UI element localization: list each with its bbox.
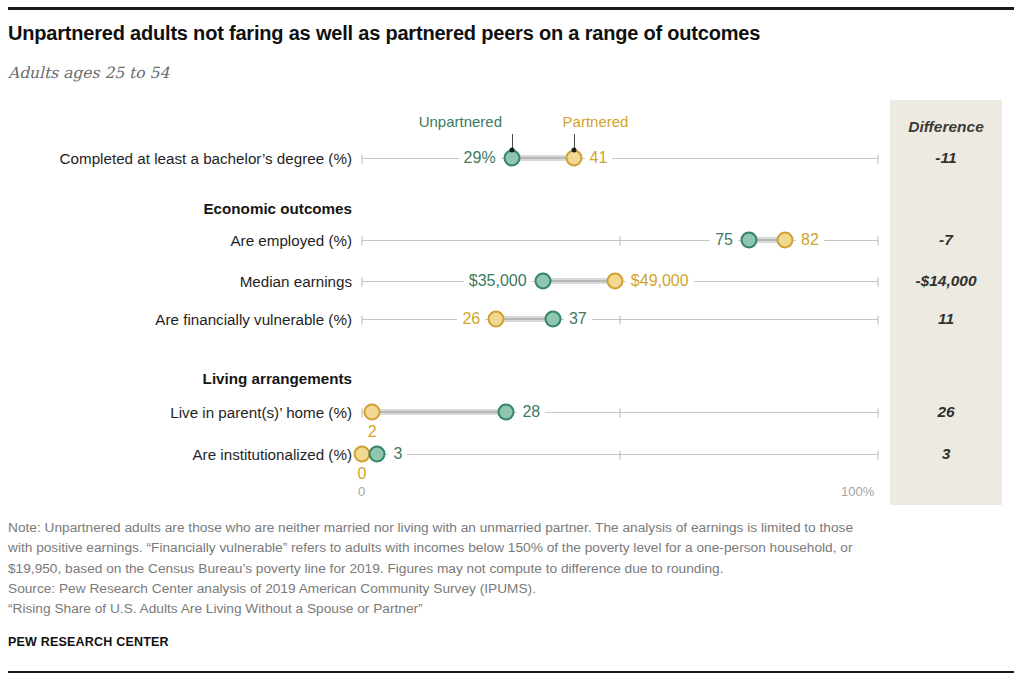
chart-page: Unpartnered adults not faring as well as…: [0, 0, 1023, 684]
chart-notes: Note: Unpartnered adults are those who a…: [8, 518, 1016, 619]
unpartnered-value-label: 28: [517, 403, 545, 421]
axis-tick: [878, 277, 879, 286]
unpartnered-value-label: 3: [388, 445, 407, 463]
report-title-line: “Rising Share of U.S. Adults Are Living …: [8, 599, 1016, 619]
unpartnered-dot: [534, 273, 551, 290]
unpartnered-dot: [503, 150, 520, 167]
section-header: Living arrangements: [0, 370, 352, 387]
difference-value: 11: [890, 310, 1002, 328]
row-label: Are employed (%): [0, 232, 352, 249]
unpartnered-value-label: 75: [710, 231, 738, 249]
axis-tick: [620, 450, 621, 459]
unpartnered-dot: [369, 446, 386, 463]
pew-research-center-logo: PEW RESEARCH CENTER: [8, 635, 169, 649]
partnered-dot: [364, 404, 381, 421]
row-label: Are financially vulnerable (%): [0, 311, 352, 328]
axis-tick: [362, 236, 363, 245]
difference-header: Difference: [890, 118, 1002, 136]
partnered-dot: [565, 150, 582, 167]
unpartnered-value-label: 37: [564, 310, 592, 328]
unpartnered-value-label: 29%: [459, 149, 501, 167]
legend-partnered-label: Partnered: [563, 113, 629, 130]
partnered-dot: [606, 273, 623, 290]
axis-tick: [362, 277, 363, 286]
note-line: Note: Unpartnered adults are those who a…: [8, 518, 1016, 538]
row-label: Median earnings: [0, 273, 352, 290]
unpartnered-dot: [498, 404, 515, 421]
unpartnered-dot: [544, 311, 561, 328]
difference-value: 26: [890, 403, 1002, 421]
axis-tick: [620, 315, 621, 324]
legend-pointer-line: [512, 134, 513, 148]
axis-line: [362, 158, 878, 159]
partnered-value-label: 82: [796, 231, 824, 249]
dumbbell-bar: [543, 278, 615, 284]
axis-tick: [878, 450, 879, 459]
partnered-dot: [777, 232, 794, 249]
axis-tick: [878, 154, 879, 163]
row-label: Live in parent(s)’ home (%): [0, 404, 352, 421]
note-line: $19,950, based on the Census Bureau’s po…: [8, 559, 1016, 579]
legend-pointer-line: [574, 134, 575, 148]
axis-tick: [362, 154, 363, 163]
axis-tick: [362, 408, 363, 417]
axis-tick: [362, 315, 363, 324]
partnered-value-label: 26: [457, 310, 485, 328]
partnered-value-label: $49,000: [626, 272, 694, 290]
axis-tick: [878, 236, 879, 245]
difference-value: -$14,000: [890, 272, 1002, 290]
note-line: with positive earnings. “Financially vul…: [8, 538, 1016, 558]
unpartnered-dot: [741, 232, 758, 249]
row-label: Completed at least a bachelor’s degree (…: [0, 150, 352, 167]
dumbbell-bar: [372, 409, 506, 415]
difference-value: -11: [890, 149, 1002, 167]
unpartnered-value-label: $35,000: [464, 272, 532, 290]
section-header: Economic outcomes: [0, 200, 352, 217]
bottom-rule: [8, 671, 1014, 673]
source-line: Source: Pew Research Center analysis of …: [8, 579, 1016, 599]
axis-tick: [878, 408, 879, 417]
partnered-dot: [354, 446, 371, 463]
axis-tick: [878, 315, 879, 324]
partnered-value-label: 0: [358, 465, 367, 483]
partnered-dot: [488, 311, 505, 328]
axis-min-label: 0: [358, 484, 365, 499]
row-label: Are institutionalized (%): [0, 446, 352, 463]
legend-unpartnered-label: Unpartnered: [419, 113, 502, 130]
axis-tick: [620, 408, 621, 417]
axis-max-label: 100%: [841, 484, 874, 499]
dumbbell-chart: Difference Unpartnered Partnered 0 100% …: [0, 0, 1023, 510]
legend-pointer-dot: [571, 147, 576, 152]
axis-tick: [620, 236, 621, 245]
legend-pointer-dot: [509, 147, 514, 152]
partnered-value-label: 41: [585, 149, 613, 167]
partnered-value-label: 2: [368, 423, 377, 441]
difference-value: 3: [890, 445, 1002, 463]
difference-value: -7: [890, 231, 1002, 249]
